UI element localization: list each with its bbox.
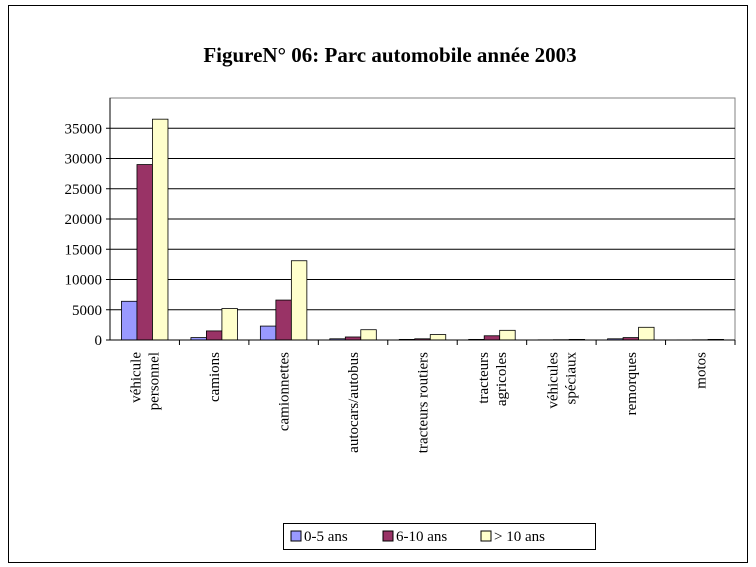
x-tick-label: autocars/autobus (346, 352, 362, 453)
legend-box (283, 523, 596, 550)
x-tick-label-line: remorques (624, 352, 640, 415)
bar (483, 335, 501, 341)
x-tick-label: tracteurs routiers (416, 352, 432, 453)
y-tick-label: 25000 (65, 182, 103, 198)
x-tick-label-line: camions (207, 352, 223, 402)
x-tick-label-line: personnel (147, 352, 163, 410)
bar (290, 260, 308, 341)
bar (121, 300, 138, 341)
bar (259, 325, 277, 341)
x-tick-label-line: spéciaux (563, 352, 579, 405)
x-tick-label: tracteurs agricoles (476, 352, 510, 406)
legend-label: 0-5 ans (304, 529, 348, 545)
x-tick-label-line: tracteurs (476, 352, 492, 404)
y-tick-label: 20000 (65, 212, 103, 228)
legend-label: > 10 ans (494, 529, 545, 545)
x-tick-label-line: véhicule (129, 352, 145, 403)
bar (221, 308, 238, 341)
y-tick-label: 0 (95, 333, 103, 349)
x-tick-label-line: autocars/autobus (346, 352, 362, 453)
bar (638, 326, 655, 341)
chart-title: FigureN° 06: Parc automobile année 2003 (203, 43, 576, 67)
legend-swatch (382, 530, 394, 542)
y-tick-label: 5000 (72, 303, 102, 319)
bar (206, 330, 223, 341)
bar (360, 329, 377, 341)
legend-label: 6-10 ans (396, 529, 447, 545)
y-tick-label: 35000 (65, 121, 103, 137)
x-tick-label-line: camionnettes (277, 352, 293, 431)
legend-swatch (290, 530, 302, 542)
bar (152, 118, 169, 341)
x-tick-label-line: agricoles (494, 352, 510, 406)
x-tick-label: camions (207, 352, 223, 402)
x-tick-label: remorques (624, 352, 640, 415)
x-tick-label: camionnettes (277, 352, 293, 431)
y-tick-label: 10000 (65, 273, 103, 289)
y-tick-label: 30000 (65, 152, 103, 168)
bar (275, 299, 292, 341)
x-tick-label-line: véhicules (545, 352, 561, 409)
x-tick-label: motos (693, 352, 709, 389)
x-tick-label: véhicule personnel (129, 352, 163, 411)
bar (429, 334, 447, 341)
bar (499, 329, 516, 341)
y-tick-label: 15000 (65, 242, 103, 258)
x-tick-label-line: tracteurs routiers (416, 352, 432, 453)
bar (136, 164, 153, 341)
x-tick-label-line: motos (693, 352, 709, 389)
x-tick-label: véhicules spéciaux (545, 352, 579, 409)
legend-swatch (480, 530, 492, 542)
